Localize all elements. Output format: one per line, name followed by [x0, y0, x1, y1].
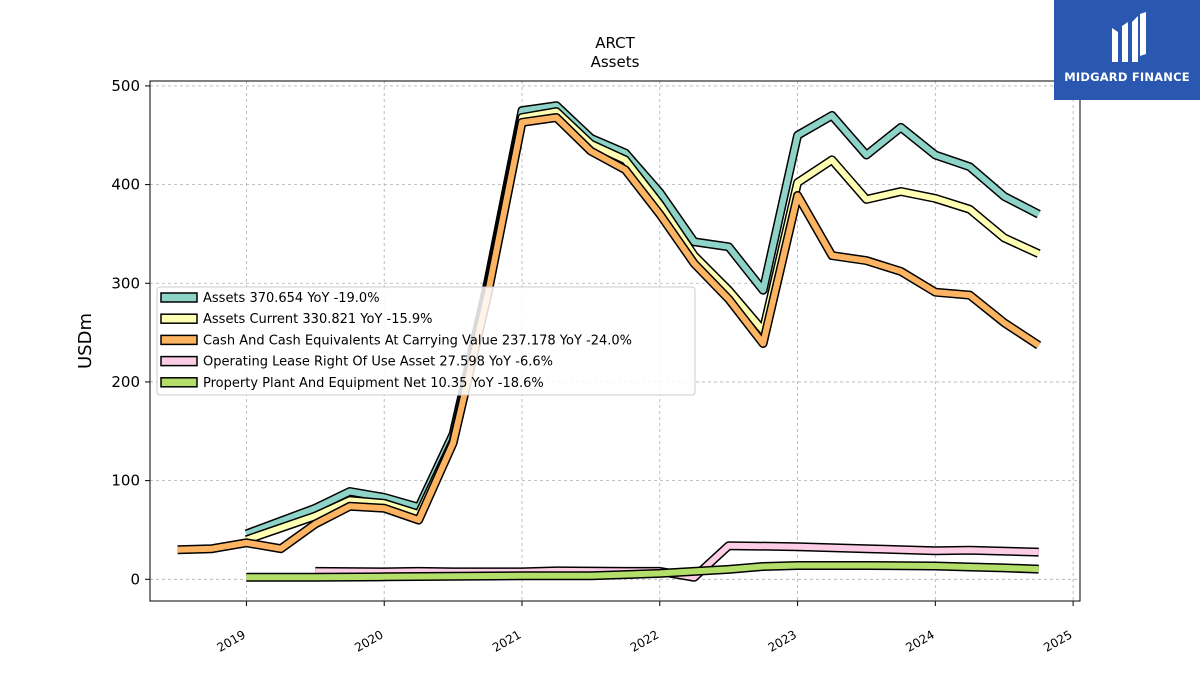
legend-swatch: [160, 355, 198, 367]
midgard-monogram-icon: [1112, 12, 1146, 62]
x-tick-label: 2024: [903, 627, 936, 654]
plot-frame: [149, 80, 1081, 602]
legend-entry-3: Operating Lease Right Of Use Asset 27.59…: [160, 355, 553, 370]
x-tick-label: 2022: [628, 627, 661, 654]
series-line-2: [177, 113, 1042, 555]
y-tick-label: 200: [111, 373, 140, 391]
y-tick-label: 0: [130, 570, 140, 588]
series-line-4: [246, 561, 1039, 582]
legend-entry-2: Cash And Cash Equivalents At Carrying Va…: [160, 333, 632, 348]
series-line-0: [244, 101, 1041, 539]
legend-swatch: [160, 292, 198, 303]
chart-subtitle: Assets: [591, 53, 640, 71]
legend-label: Assets 370.654 YoY -19.0%: [203, 291, 380, 306]
y-tick-label: 500: [111, 77, 140, 95]
logo-brand-text: MIDGARD FINANCE: [1064, 70, 1190, 84]
legend-swatch: [160, 313, 198, 324]
legend-entry-1: Assets Current 330.821 YoY -15.9%: [160, 312, 433, 327]
legend-label: Cash And Cash Equivalents At Carrying Va…: [203, 333, 632, 348]
x-tick-label: 2025: [1041, 627, 1074, 654]
y-axis-label: USDm: [75, 313, 96, 369]
x-tick-label: 2019: [214, 627, 247, 654]
legend-swatch: [160, 334, 198, 346]
legend-label: Assets Current 330.821 YoY -15.9%: [203, 312, 433, 327]
legend-entry-0: Assets 370.654 YoY -19.0%: [160, 291, 380, 306]
legend: Assets 370.654 YoY -19.0% Assets Current …: [156, 286, 696, 396]
chart-title: ARCT: [595, 34, 635, 52]
x-axis: 2019 2020 2021 2022 2023 2024 2025: [214, 601, 1075, 655]
x-tick-label: 2020: [352, 627, 385, 654]
y-axis: 0 100 200 300 400 500: [111, 77, 150, 588]
y-tick-label: 300: [111, 274, 140, 292]
y-tick-label: 100: [111, 472, 140, 490]
legend-label: Operating Lease Right Of Use Asset 27.59…: [203, 355, 553, 370]
series-line-1: [244, 107, 1041, 545]
x-tick-label: 2023: [766, 627, 799, 654]
legend-box: [156, 286, 696, 396]
legend-label: Property Plant And Equipment Net 10.35 Y…: [203, 376, 544, 391]
legend-entry-4: Property Plant And Equipment Net 10.35 Y…: [160, 376, 544, 391]
x-tick-label: 2021: [490, 627, 523, 654]
series-layer: [177, 101, 1042, 582]
legend-swatch: [160, 377, 198, 388]
midgard-finance-logo: MIDGARD FINANCE: [1054, 0, 1200, 100]
y-tick-label: 400: [111, 176, 140, 194]
